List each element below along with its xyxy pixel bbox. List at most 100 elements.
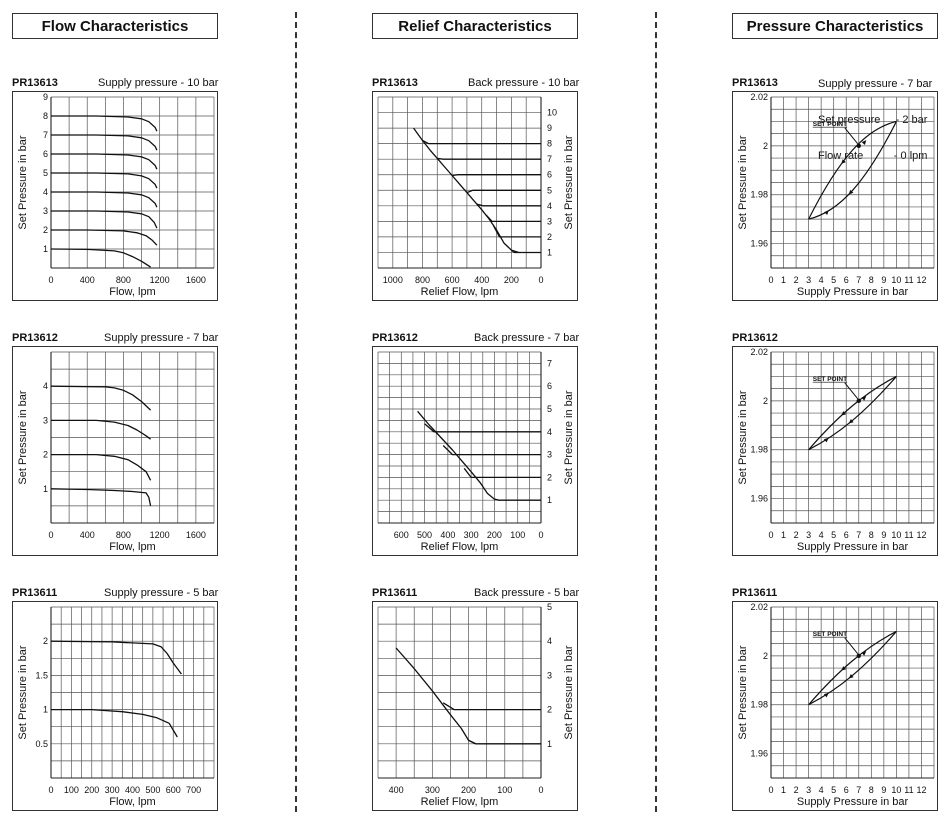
series-line-6 (51, 210, 158, 229)
y-tick-label: 6 (547, 170, 552, 180)
y-tick-label: 3 (547, 450, 552, 460)
series-line-2 (442, 702, 541, 711)
grid-f3 (50, 606, 215, 779)
y-tick-label: 6 (547, 381, 552, 391)
y-tick-label: 4 (547, 636, 552, 646)
series-line-2 (424, 423, 541, 433)
x-tick-label: 6 (844, 785, 849, 795)
y-tick-label: 2 (43, 225, 48, 235)
hysteresis-upper-curve (808, 120, 897, 220)
x-tick-label: 4 (819, 530, 824, 540)
series-line-2 (51, 419, 151, 440)
x-tick-label: 600 (166, 785, 181, 795)
arrow-upper-1 (861, 140, 867, 145)
x-tick-label: 800 (116, 530, 131, 540)
y-tick-label: 2 (43, 450, 48, 460)
set-point-marker (856, 653, 861, 659)
y-tick-label: 4 (43, 187, 48, 197)
x-tick-label: 7 (856, 785, 861, 795)
y-tick-label: 1.98 (750, 700, 768, 710)
x-tick-label: 1600 (186, 275, 206, 285)
x-tick-label: 8 (869, 530, 874, 540)
model-label-f3: PR13611 (12, 587, 58, 599)
x-tick-label: 100 (64, 785, 79, 795)
x-axis-label: Flow, lpm (109, 796, 155, 808)
arrow-upper-2 (841, 666, 847, 671)
y-tick-label: 3 (43, 415, 48, 425)
hysteresis-lower-curve (808, 376, 897, 451)
x-tick-label: 100 (510, 530, 525, 540)
x-tick-label: 3 (806, 275, 811, 285)
chart-box-relief-pr13613: 1000 800 600 400 200 0 1 2 3 4 5 6 7 8 9 10 Relief Flow,… (372, 91, 578, 301)
x-tick-label: 11 (904, 530, 913, 540)
model-label-p1: PR13613 (732, 77, 778, 89)
x-tick-label: 300 (105, 785, 120, 795)
x-tick-label: 0 (48, 785, 53, 795)
x-tick-label: 12 (916, 275, 926, 285)
hysteresis-lower-curve (808, 121, 897, 220)
set-point-label: SET POINT (813, 121, 847, 128)
series-line-8 (493, 225, 541, 238)
x-tick-label: 1200 (150, 275, 170, 285)
x-tick-label: 200 (84, 785, 99, 795)
x-tick-label: 3 (806, 530, 811, 540)
x-tick-label: 5 (831, 785, 836, 795)
grid-r3 (377, 606, 542, 779)
x-tick-label: 11 (904, 275, 913, 285)
hysteresis-upper-curve (808, 375, 897, 451)
x-tick-label: 600 (394, 530, 409, 540)
x-tick-label: 0 (538, 785, 543, 795)
y-tick-label: 9 (547, 123, 552, 133)
x-tick-label: 9 (881, 530, 886, 540)
y-tick-label: 8 (547, 139, 552, 149)
column-divider-right (655, 12, 657, 812)
series-line-4 (463, 467, 541, 479)
x-tick-label: 700 (186, 785, 201, 795)
arrow-lower-2 (848, 189, 854, 195)
series-line-1 (417, 410, 500, 501)
x-tick-label: 5 (831, 530, 836, 540)
x-tick-label: 1 (781, 275, 786, 285)
arrow-lower-1 (824, 210, 829, 216)
y-axis-label: Set Pressure in bar (737, 645, 749, 739)
y-tick-label: 7 (547, 154, 552, 164)
condition-label-r3: Back pressure - 5 bar (474, 587, 580, 599)
x-tick-label: 12 (916, 530, 926, 540)
chart-relief-pr13612: 600 500 400 300 200 100 0 1 2 3 4 5 6 7 Relief Flow, l… (377, 351, 575, 553)
hysteresis-upper-curve (808, 630, 897, 706)
x-tick-label: 0 (768, 275, 773, 285)
y-tick-label: 2 (547, 705, 552, 715)
column-divider-left (295, 12, 297, 812)
y-tick-label: 2 (547, 472, 552, 482)
series-line-1 (395, 647, 477, 745)
condition-label-r1: Back pressure - 10 bar (468, 77, 580, 89)
set-point-leader (844, 127, 859, 145)
chart-box-flow-pr13613: 0 400 800 1200 1600 1 2 3 4 5 6 7 8 9 Flow, lpm Set Pre… (12, 91, 218, 301)
x-tick-label: 500 (417, 530, 432, 540)
grid-f1 (50, 96, 215, 269)
x-tick-label: 7 (856, 275, 861, 285)
condition-label-r2: Back pressure - 7 bar (474, 332, 580, 344)
set-point-marker (856, 143, 861, 149)
x-tick-label: 2 (794, 530, 799, 540)
y-tick-label: 3 (547, 670, 552, 680)
arrow-upper-1 (861, 396, 867, 401)
chart-flow-pr13612: 0 400 800 1200 1600 1 2 3 4 Flow, lpm Set Pressure… (17, 351, 215, 553)
chart-flow-pr13613: 0 400 800 1200 1600 1 2 3 4 5 6 7 8 9 Flow, lpm Set Pre… (17, 92, 215, 298)
series-line-4 (452, 174, 541, 177)
chart-box-relief-pr13611: 400 300 200 100 0 1 2 3 4 5 Relief Flow, lpm Set Pr… (372, 601, 578, 811)
y-tick-label: 5 (547, 404, 552, 414)
series-line-5 (51, 191, 158, 208)
series-line-1 (51, 115, 158, 132)
chart-box-pressure-pr13611: 0 1 2 3 4 5 6 7 8 9 10 11 12 1.96 1.98 2 2.02 Supply Pres… (732, 601, 938, 811)
y-tick-label: 8 (43, 111, 48, 121)
x-axis-label: Relief Flow, lpm (421, 796, 499, 808)
y-axis-label: Set Pressure in bar (737, 390, 749, 484)
y-axis-label: Set Pressure in bar (563, 645, 575, 739)
x-tick-label: 300 (464, 530, 479, 540)
condition-label-f1: Supply pressure - 10 bar (98, 77, 219, 89)
set-point-leader (844, 637, 859, 655)
arrow-lower-2 (848, 674, 854, 679)
